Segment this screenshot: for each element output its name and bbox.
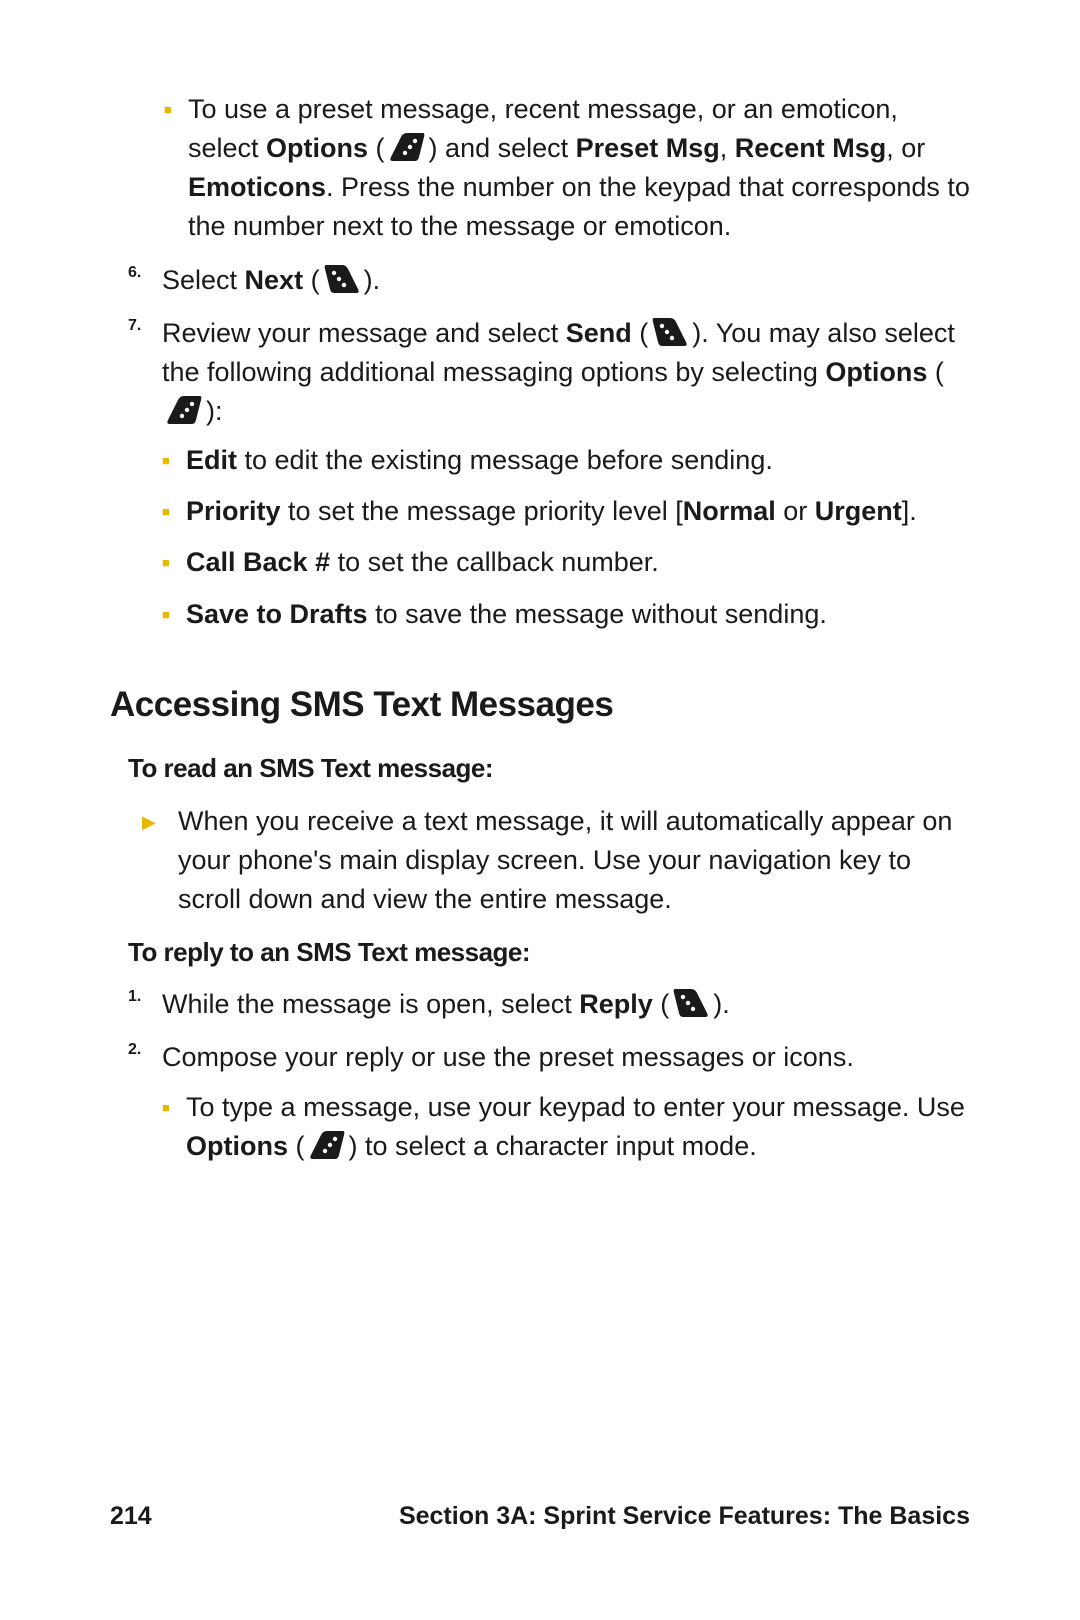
softkey-left-icon [322, 263, 362, 295]
page-footer: 214 Section 3A: Sprint Service Features:… [0, 1498, 1080, 1534]
square-bullet-icon: ■ [162, 441, 186, 480]
sub-item-edit: ■ Edit to edit the existing message befo… [162, 441, 970, 480]
reply-subtitle: To reply to an SMS Text message: [110, 934, 970, 972]
page-number: 214 [110, 1498, 152, 1534]
read-subtitle: To read an SMS Text message: [110, 750, 970, 788]
step-number: 6. [110, 261, 162, 300]
step-7-sublist: ■ Edit to edit the existing message befo… [162, 441, 970, 634]
sub-item-priority: ■ Priority to set the message priority l… [162, 492, 970, 531]
step-7-text: Review your message and select Send (). … [162, 314, 970, 431]
section-heading: Accessing SMS Text Messages [110, 680, 970, 731]
softkey-left-icon [671, 987, 711, 1019]
reply-step-2-body: Compose your reply or use the preset mes… [162, 1038, 970, 1177]
sub-item-drafts: ■ Save to Drafts to save the message wit… [162, 595, 970, 634]
sub-item-type: ■ To type a message, use your keypad to … [162, 1088, 970, 1166]
read-body: When you receive a text message, it will… [178, 802, 970, 919]
sub-item-callback: ■ Call Back # to set the callback number… [162, 543, 970, 582]
softkey-right-icon [307, 1129, 347, 1161]
softkey-right-icon [164, 394, 204, 426]
reply-step-2-sublist: ■ To type a message, use your keypad to … [162, 1088, 970, 1166]
reply-step-2: 2. Compose your reply or use the preset … [110, 1038, 970, 1177]
read-item: ▶ When you receive a text message, it wi… [110, 802, 970, 919]
softkey-right-icon [387, 131, 427, 163]
square-bullet-icon: ■ [164, 90, 188, 247]
section-label: Section 3A: Sprint Service Features: The… [399, 1498, 970, 1534]
softkey-left-icon [650, 316, 690, 348]
page-content: ■ To use a preset message, recent messag… [110, 90, 970, 1178]
step-6: 6. Select Next (). [110, 261, 970, 300]
reply-step-1: 1. While the message is open, select Rep… [110, 985, 970, 1024]
square-bullet-icon: ■ [162, 1088, 186, 1166]
step-7: 7. Review your message and select Send (… [110, 314, 970, 646]
step-number: 7. [110, 314, 162, 646]
square-bullet-icon: ■ [162, 492, 186, 531]
reply-step-2-text: Compose your reply or use the preset mes… [162, 1038, 970, 1077]
reply-step-1-text: While the message is open, select Reply … [162, 985, 970, 1024]
step-6-text: Select Next (). [162, 261, 970, 300]
square-bullet-icon: ■ [162, 595, 186, 634]
step-7-body: Review your message and select Send (). … [162, 314, 970, 646]
step-number: 2. [110, 1038, 162, 1177]
step-number: 1. [110, 985, 162, 1024]
triangle-bullet-icon: ▶ [142, 802, 178, 919]
preset-text: To use a preset message, recent message,… [188, 90, 970, 247]
sub-item-preset: ■ To use a preset message, recent messag… [110, 90, 970, 247]
square-bullet-icon: ■ [162, 543, 186, 582]
